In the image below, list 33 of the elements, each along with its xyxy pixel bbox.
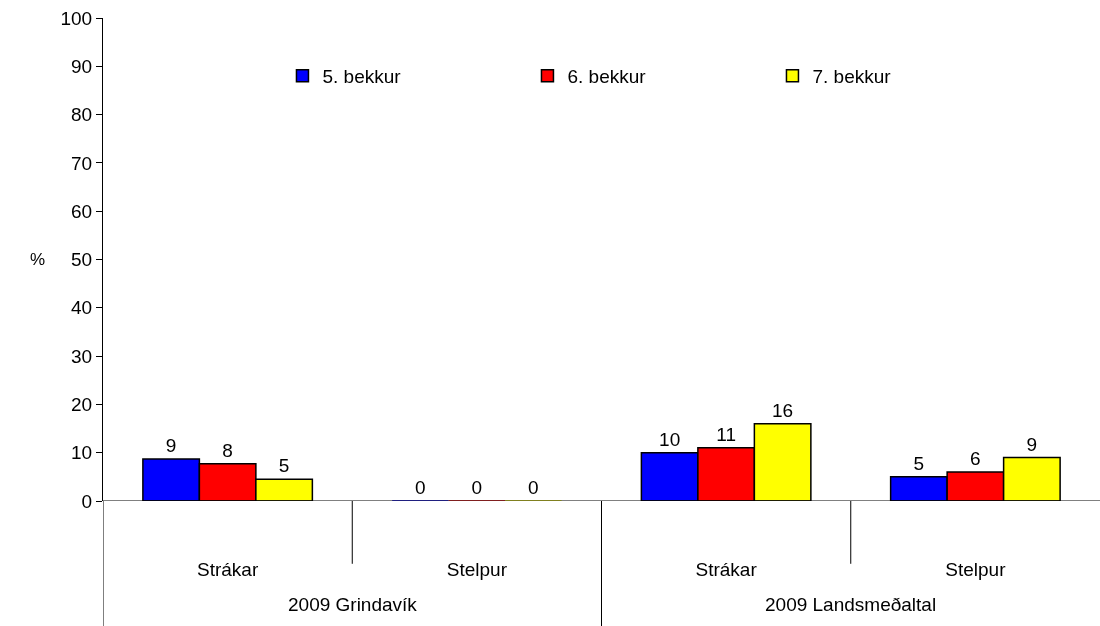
y-tick-label: 60	[71, 200, 93, 222]
data-label: 5	[278, 455, 290, 477]
y-tick-label: 10	[71, 442, 93, 464]
x-tick-label: Stelpur	[945, 559, 1007, 580]
y-tick-label: 80	[71, 104, 93, 126]
legend-label: 6. bekkur	[567, 66, 647, 88]
y-tick-label: 20	[71, 394, 93, 416]
data-label: 9	[1026, 433, 1038, 455]
legend-label: 5. bekkur	[322, 66, 402, 88]
x-tick-label: Stelpur	[446, 559, 508, 580]
y-tick-label: 70	[71, 152, 93, 174]
data-label: 6	[970, 448, 981, 470]
data-label: 0	[471, 477, 483, 498]
data-label: 9	[165, 434, 177, 456]
y-tick-label: 40	[71, 297, 93, 319]
text: 2009 Landsmeðaltal	[765, 594, 937, 615]
y-tick-label: 0	[81, 490, 93, 512]
data-label: 8	[222, 439, 233, 461]
y-tick-label: 30	[71, 345, 93, 367]
data-label: 5	[913, 452, 925, 474]
data-label: 0	[415, 477, 426, 498]
y-tick-label: 50	[71, 249, 93, 271]
text: 2009 Grindavík	[288, 594, 418, 615]
y-tick-label: 100	[60, 7, 93, 29]
legend-label: 7. bekkur	[812, 66, 892, 88]
data-label: 0	[528, 477, 539, 498]
data-label: 11	[716, 423, 736, 445]
x-tick-label: Strákar	[197, 559, 259, 580]
data-label: 16	[772, 399, 794, 421]
y-axis-title: %	[30, 250, 46, 269]
x-tick-label: Strákar	[695, 559, 758, 580]
data-label: 10	[659, 428, 681, 450]
y-tick-label: 90	[71, 55, 93, 77]
